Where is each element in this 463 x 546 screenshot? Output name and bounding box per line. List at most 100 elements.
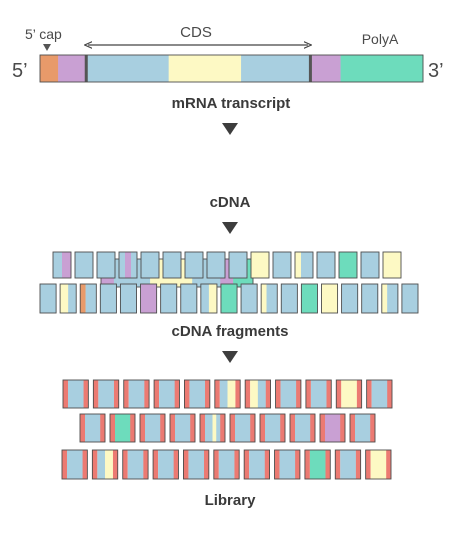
polya-label: PolyA: [362, 31, 399, 47]
insert-segment-cds: [219, 380, 228, 408]
adapter-right: [356, 380, 362, 408]
adapter-left: [153, 450, 159, 479]
insert-segment-cap: [80, 284, 86, 313]
insert-segment-highlight: [321, 284, 338, 313]
library-fragment: [275, 379, 302, 409]
mrna-outline: [39, 54, 424, 83]
adapter-left: [110, 414, 115, 442]
fragment-outline: [319, 413, 346, 443]
insert-segment-cds: [85, 414, 101, 442]
fragment-outline: [119, 283, 137, 314]
library-fragment: [244, 379, 271, 409]
adapter-right: [204, 380, 210, 408]
adapter-right: [203, 450, 209, 479]
fragment-outline: [140, 283, 158, 314]
insert-segment-cds: [387, 284, 399, 313]
insert-segment-cds: [68, 380, 84, 408]
adapter-left: [260, 414, 265, 442]
insert-segment-highlight: [383, 252, 402, 278]
cdna-fragment: [240, 283, 258, 314]
mrna-segment-cds: [86, 55, 169, 82]
fragment-outline: [366, 379, 393, 409]
insert-segment-polya: [115, 414, 131, 442]
fragment-outline: [183, 449, 210, 480]
insert-segment-cds: [241, 284, 258, 313]
cdna-fragment: [79, 283, 97, 314]
fragment-outline: [79, 283, 97, 314]
adapter-right: [295, 380, 301, 408]
cdna-fragment: [52, 251, 72, 279]
fragment-outline: [289, 413, 316, 443]
insert-segment-utr: [325, 414, 341, 442]
adapter-right: [264, 450, 270, 479]
fragment-outline: [184, 379, 211, 409]
adapter-left: [305, 380, 311, 408]
fragment-outline: [74, 251, 94, 279]
adapter-left: [274, 450, 280, 479]
cdna-fragment: [316, 251, 336, 279]
insert-segment-cds: [180, 284, 198, 313]
adapter-right: [220, 414, 225, 442]
adapter-right: [160, 414, 165, 442]
cdna-fragment: [99, 283, 117, 314]
stage-label-mrna: mRNA transcript: [172, 95, 291, 112]
cds-boundary-marker: [84, 55, 88, 82]
cdna-fragment: [39, 283, 57, 314]
fragment-outline: [220, 283, 238, 314]
adapter-right: [112, 450, 118, 479]
fragment-outline: [275, 379, 302, 409]
library-fragment: [319, 413, 346, 443]
library-fragments: [61, 379, 393, 480]
fragment-outline: [260, 283, 278, 314]
adapter-left: [350, 414, 355, 442]
down-arrow-icon: [222, 123, 238, 135]
fragment-outline: [169, 413, 196, 443]
insert-segment-cds: [97, 252, 116, 278]
fragment-outline: [294, 251, 314, 279]
adapter-left: [275, 380, 281, 408]
fragment-outline: [180, 283, 198, 314]
library-fragment: [243, 449, 270, 480]
insert-segment-cds: [273, 252, 292, 278]
cdna-fragment: [160, 283, 178, 314]
library-fragment: [229, 413, 256, 443]
adapter-right: [234, 450, 240, 479]
insert-segment-cds: [67, 450, 83, 479]
adapter-right: [370, 414, 375, 442]
insert-segment-cds: [175, 414, 191, 442]
insert-segment-cds: [207, 252, 226, 278]
fragment-outline: [162, 251, 182, 279]
library-fragment: [139, 413, 166, 443]
fragment-outline: [61, 449, 88, 480]
fragment-outline: [200, 283, 218, 314]
fragment-outline: [160, 283, 178, 314]
library-fragment: [91, 449, 119, 480]
insert-segment-cds: [249, 450, 265, 479]
insert-segment-cds: [301, 252, 314, 278]
insert-segment-cds: [340, 450, 356, 479]
fragment-outline: [79, 413, 106, 443]
adapter-left: [183, 450, 189, 479]
fragment-outline: [272, 251, 292, 279]
insert-segment-cds: [205, 414, 213, 442]
insert-segment-cds: [127, 450, 144, 479]
adapter-left: [123, 380, 129, 408]
cdna-fragment: [382, 251, 402, 279]
fragment-outline: [92, 379, 120, 409]
adapter-left: [244, 450, 250, 479]
cdna-fragment: [200, 283, 218, 314]
cdna-fragment: [361, 283, 379, 314]
adapter-right: [113, 380, 119, 408]
mrna-segment-cap: [40, 55, 59, 82]
adapter-right: [130, 414, 135, 442]
cdna-fragment: [59, 283, 77, 314]
fragment-outline: [382, 251, 402, 279]
library-fragment: [79, 413, 106, 443]
library-fragment: [153, 379, 180, 409]
insert-segment-cds: [317, 252, 336, 278]
cdna-fragment: [140, 283, 158, 314]
cap-label: 5’ cap: [25, 26, 62, 42]
fragment-outline: [338, 251, 358, 279]
cdna-fragment: [360, 251, 380, 279]
